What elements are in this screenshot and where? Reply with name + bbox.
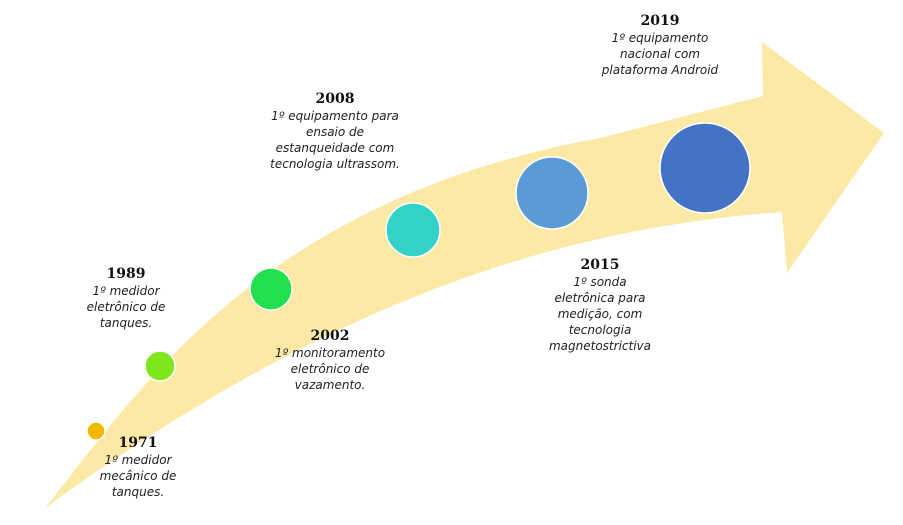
milestone-desc-line: vazamento.: [294, 378, 366, 392]
milestone-desc-line: magnetostrictiva: [548, 339, 651, 353]
milestone-desc-line: tanques.: [99, 316, 153, 330]
milestone-year: 1971: [118, 435, 158, 451]
milestone-desc-line: 1º medidor: [104, 453, 172, 467]
milestone-desc-line: medição, com: [557, 307, 643, 321]
milestone-year: 2019: [640, 13, 680, 29]
milestone-desc-line: 1º equipamento: [611, 31, 709, 45]
milestone-label-1971: 1971 1º medidor mecânico de tanques.: [78, 434, 198, 500]
milestone-desc-line: 1º sonda: [573, 275, 627, 289]
milestone-dot-2008: [385, 202, 441, 258]
milestone-desc-line: eletrônico de: [86, 300, 166, 314]
milestone-label-2015: 2015 1º sonda eletrônica para medição, c…: [525, 256, 675, 354]
milestone-dot-2002: [249, 267, 293, 311]
milestone-desc-line: plataforma Android: [601, 63, 719, 77]
milestone-desc-line: eletrônica para: [554, 291, 646, 305]
milestone-desc-line: mecânico de: [99, 469, 177, 483]
milestone-desc-line: eletrônico de: [290, 362, 370, 376]
milestone-year: 2008: [315, 91, 355, 107]
milestone-desc-line: estanqueidade com: [275, 141, 395, 155]
milestone-desc-line: 1º monitoramento: [274, 346, 386, 360]
milestone-year: 2002: [310, 328, 350, 344]
milestone-dot-1989: [144, 350, 176, 382]
milestone-desc-line: 1º equipamento para: [271, 109, 399, 123]
milestone-dot-1971: [86, 421, 106, 441]
milestone-year: 1989: [106, 266, 146, 282]
milestone-dot-2019: [659, 122, 751, 214]
milestone-year: 2015: [580, 257, 620, 273]
milestone-desc-line: 1º medidor: [92, 284, 160, 298]
milestone-desc-line: tanques.: [111, 485, 165, 499]
milestone-desc-line: ensaio de: [305, 125, 365, 139]
milestone-label-1989: 1989 1º medidor eletrônico de tanques.: [66, 265, 186, 331]
milestone-desc-line: nacional com: [620, 47, 700, 61]
milestone-label-2019: 2019 1º equipamento nacional com platafo…: [585, 12, 735, 78]
milestone-dot-2015: [515, 156, 589, 230]
milestone-desc-line: tecnologia ultrassom.: [270, 157, 400, 171]
milestone-label-2008: 2008 1º equipamento para ensaio de estan…: [255, 90, 415, 172]
milestone-desc-line: tecnologia: [568, 323, 632, 337]
milestone-label-2002: 2002 1º monitoramento eletrônico de vaza…: [255, 327, 405, 393]
